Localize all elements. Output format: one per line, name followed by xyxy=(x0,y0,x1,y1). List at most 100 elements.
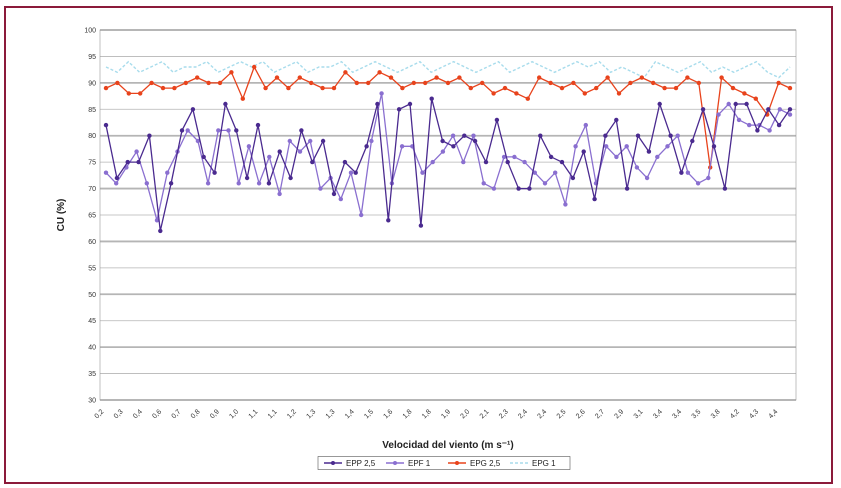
y-tick-label: 65 xyxy=(88,213,96,220)
data-point xyxy=(614,117,619,123)
data-point xyxy=(639,75,644,80)
x-tick-label: 1,9 xyxy=(440,408,452,420)
data-point xyxy=(103,85,109,91)
legend-box xyxy=(317,456,571,470)
data-point xyxy=(605,75,610,80)
data-point xyxy=(229,70,234,75)
series-0 xyxy=(103,96,793,234)
data-point xyxy=(399,144,405,149)
x-tick-label: 0,2 xyxy=(94,408,106,420)
data-point xyxy=(201,154,206,160)
data-point xyxy=(234,128,239,133)
data-point xyxy=(190,107,196,112)
data-point xyxy=(195,138,201,144)
data-point xyxy=(183,80,188,86)
data-point xyxy=(776,122,782,128)
data-point xyxy=(386,218,391,223)
legend-marker xyxy=(455,461,459,465)
data-point xyxy=(310,159,315,165)
y-tick-label: 45 xyxy=(88,318,96,325)
data-point xyxy=(514,91,519,96)
data-point xyxy=(776,80,781,86)
data-point xyxy=(733,101,738,107)
data-point xyxy=(553,170,558,175)
y-axis-label: CU (%) xyxy=(56,199,67,232)
series-2 xyxy=(103,64,793,170)
data-point xyxy=(277,149,282,154)
x-tick-label: 2,4 xyxy=(536,408,548,420)
data-point xyxy=(494,117,500,123)
data-point xyxy=(407,101,413,107)
data-point xyxy=(462,133,467,138)
gridlines xyxy=(100,29,796,401)
x-tick-label: 1,5 xyxy=(363,408,375,420)
y-tick-label: 40 xyxy=(88,345,96,352)
data-point xyxy=(277,191,282,197)
data-point xyxy=(115,80,120,86)
x-tick-label: 1,3 xyxy=(305,408,317,420)
data-point xyxy=(516,186,521,191)
legend-label: EPG 1 xyxy=(532,459,556,468)
data-point xyxy=(582,91,587,96)
data-point xyxy=(179,128,185,133)
x-tick-label: 2,1 xyxy=(479,408,491,420)
data-point xyxy=(348,170,354,175)
data-point xyxy=(700,107,706,112)
data-point xyxy=(114,175,120,181)
data-point xyxy=(573,144,578,149)
data-point xyxy=(274,75,280,80)
data-point xyxy=(297,75,302,80)
x-tick-label: 2,7 xyxy=(594,408,606,420)
data-point xyxy=(165,170,170,175)
y-axis-ticks: 30 35 40 45 50 55 60 65 70 75 80 85 90 95 100 xyxy=(84,28,96,405)
data-point xyxy=(537,75,542,80)
x-tick-label: 0,6 xyxy=(151,408,163,420)
data-point xyxy=(359,212,364,218)
data-point xyxy=(571,80,576,86)
x-tick-label: 2,4 xyxy=(517,408,529,420)
data-point xyxy=(206,80,211,86)
data-point xyxy=(318,186,323,191)
data-point xyxy=(635,133,641,138)
data-point xyxy=(388,75,394,80)
data-point xyxy=(673,85,679,91)
data-point xyxy=(461,159,466,165)
data-point xyxy=(320,138,326,144)
x-tick-label: 1,1 xyxy=(267,408,279,420)
data-point xyxy=(685,170,691,175)
data-point xyxy=(287,138,292,144)
y-tick-label: 95 xyxy=(88,54,96,61)
x-tick-label: 0,8 xyxy=(190,408,202,420)
x-tick-label: 3,1 xyxy=(633,408,645,420)
x-tick-label: 3,4 xyxy=(652,408,664,420)
data-point xyxy=(655,154,660,160)
data-point xyxy=(563,202,568,207)
data-point xyxy=(400,85,405,91)
data-point xyxy=(668,133,673,138)
data-point xyxy=(103,122,109,128)
data-point xyxy=(527,186,532,191)
data-point xyxy=(297,149,303,154)
data-point xyxy=(657,101,662,107)
data-point xyxy=(696,80,701,86)
data-point xyxy=(624,186,630,191)
data-point xyxy=(138,91,143,96)
data-point xyxy=(722,186,728,191)
data-point xyxy=(624,144,629,149)
series-layer xyxy=(103,60,793,234)
data-point xyxy=(777,107,782,112)
chart-frame: 30 35 40 45 50 55 60 65 70 75 80 85 90 95 100 0,2 0,3 0,… xyxy=(4,6,833,484)
data-point xyxy=(604,144,609,149)
data-point xyxy=(736,117,742,123)
data-point xyxy=(263,85,268,91)
data-point xyxy=(471,133,476,138)
data-point xyxy=(147,133,152,138)
data-point xyxy=(665,144,670,149)
plot-area xyxy=(99,29,797,401)
data-point xyxy=(468,85,473,91)
data-point xyxy=(353,170,358,175)
data-point xyxy=(787,107,793,112)
data-point xyxy=(594,85,599,91)
data-point xyxy=(548,80,553,86)
data-point xyxy=(451,144,456,149)
